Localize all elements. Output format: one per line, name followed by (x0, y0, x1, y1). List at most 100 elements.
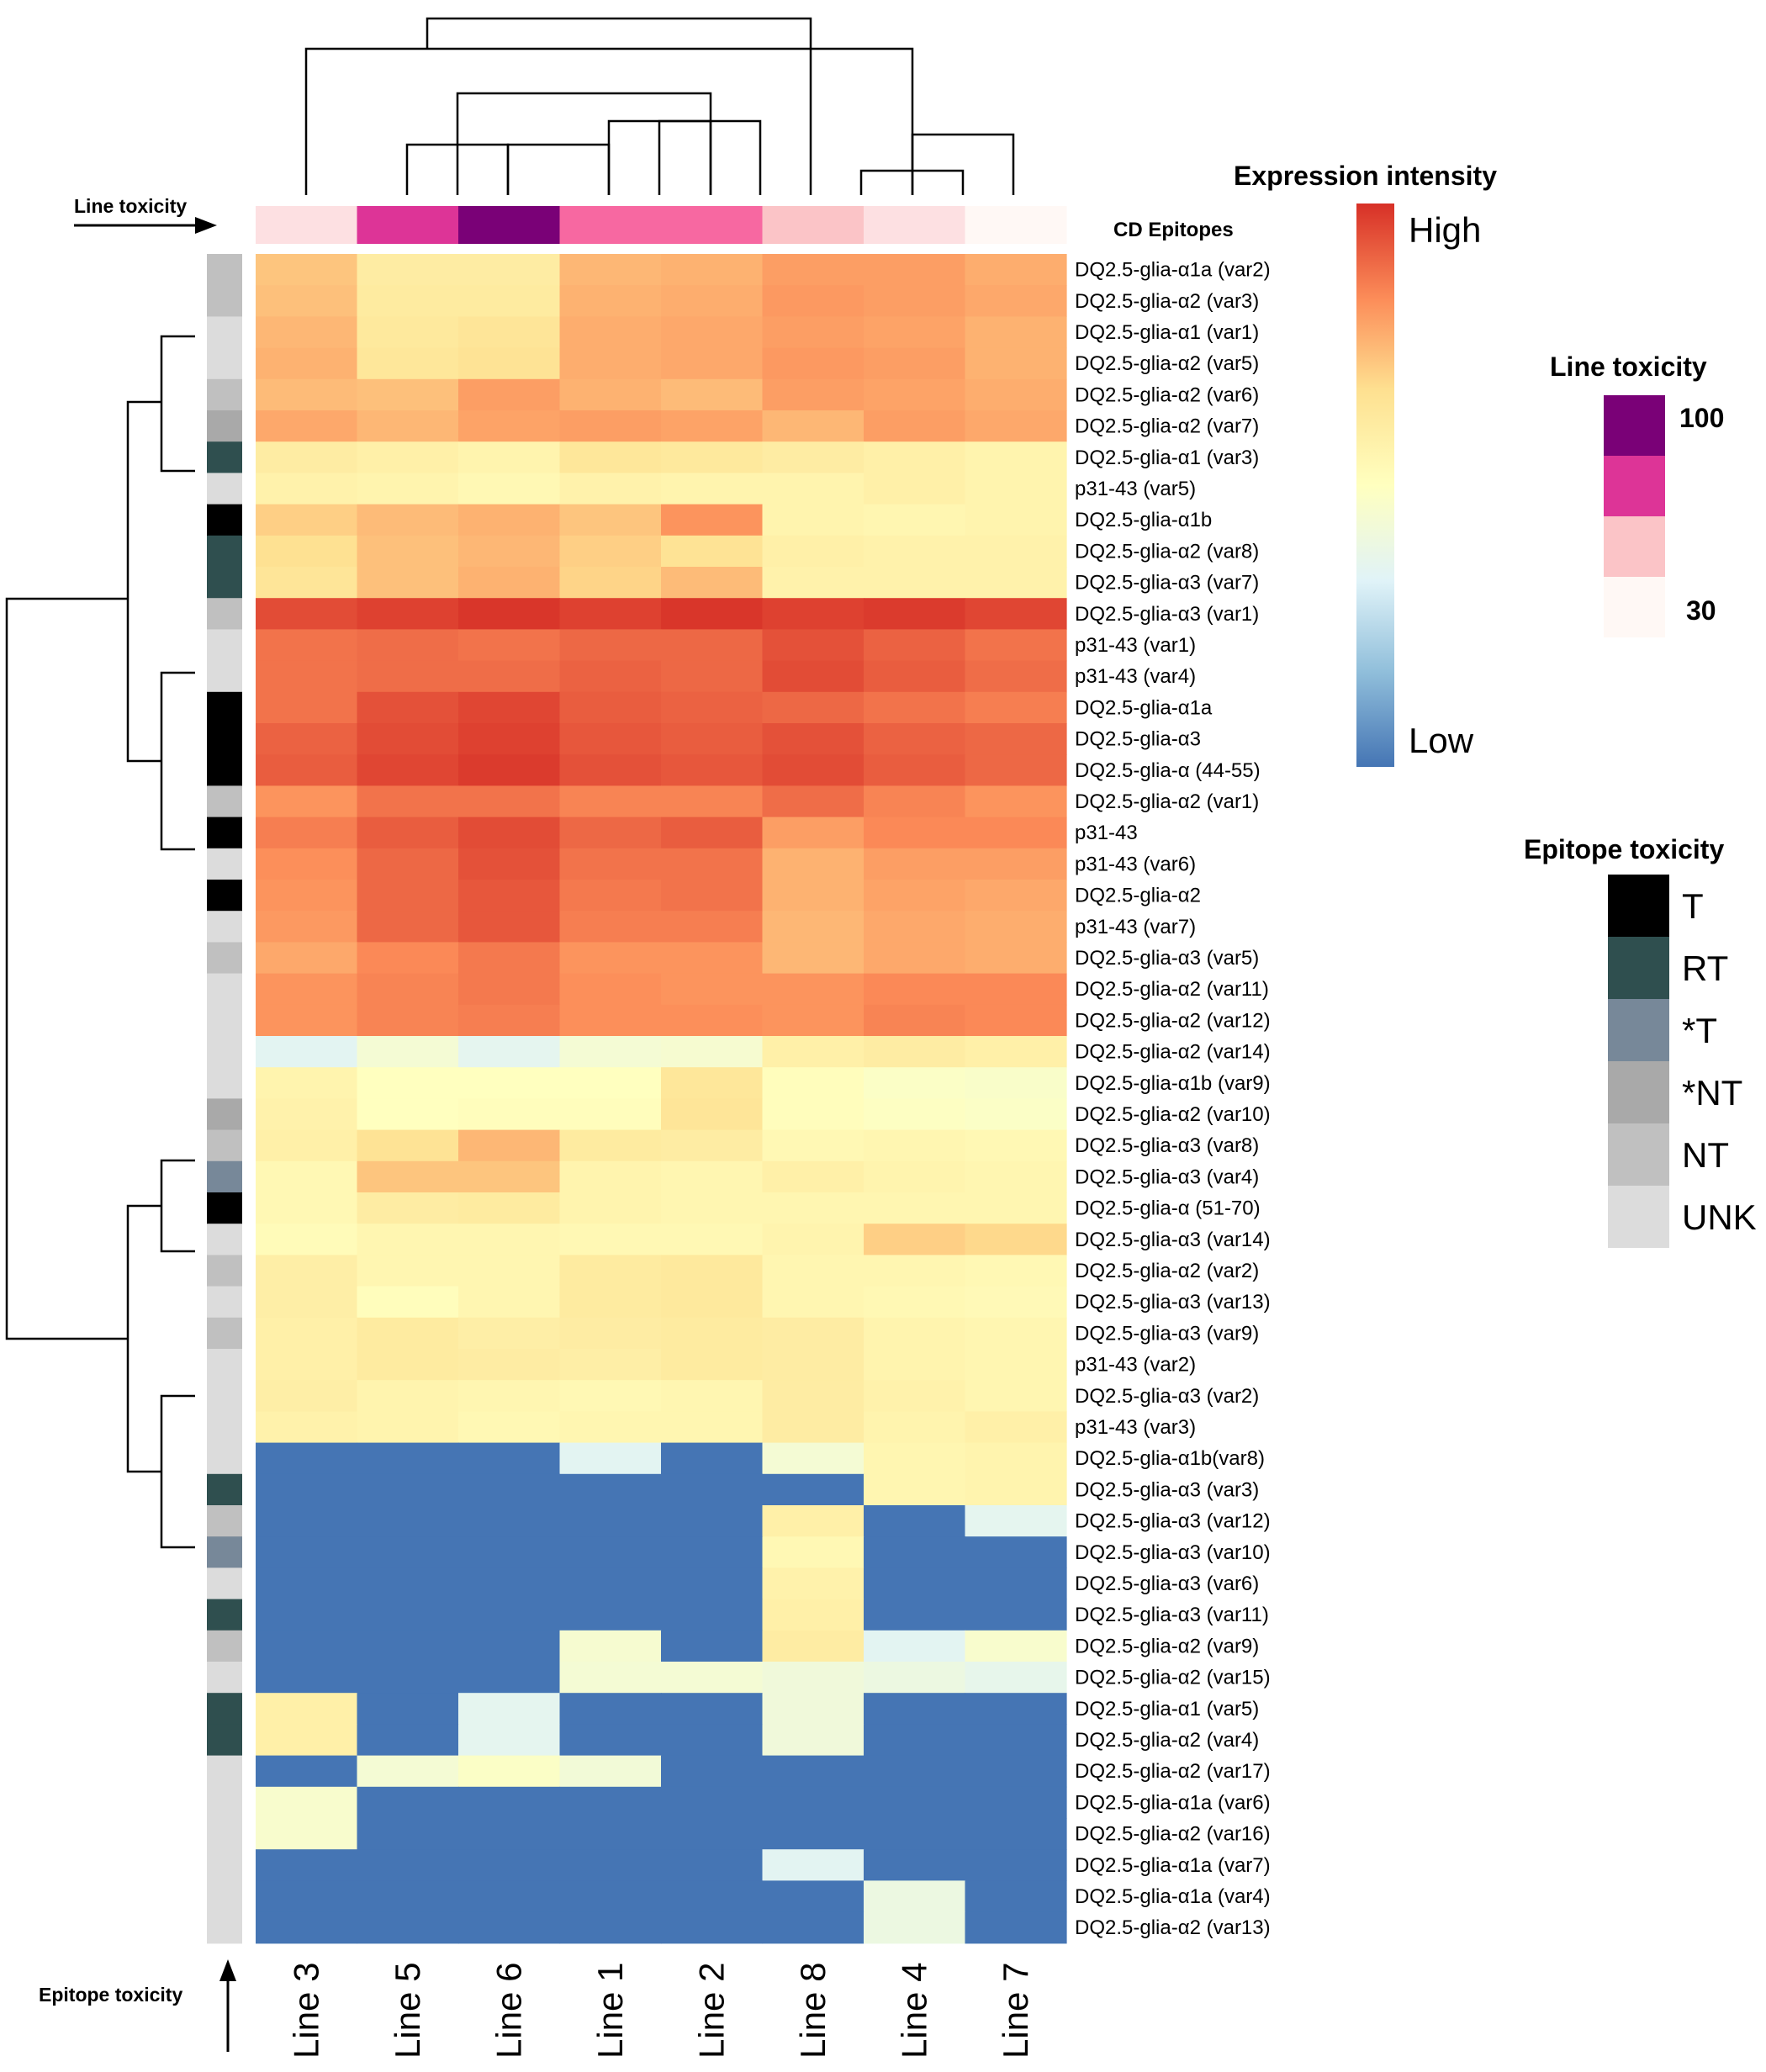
row-label: DQ2.5-glia-α2 (var12) (1075, 1009, 1271, 1032)
heatmap-cell (864, 1473, 966, 1506)
heatmap-cell (357, 567, 459, 599)
row-label: DQ2.5-glia-α3 (var12) (1075, 1510, 1271, 1533)
row-label: DQ2.5-glia-α3 (var14) (1075, 1229, 1271, 1251)
epitope-toxicity-cell (207, 1380, 242, 1412)
heatmap-cell (864, 316, 966, 349)
epitope-toxicity-cell (207, 848, 242, 880)
heatmap-cell (864, 1693, 966, 1725)
heatmap-cell (661, 347, 764, 380)
heatmap-cell (965, 1004, 1067, 1037)
heatmap-cell (661, 1599, 764, 1631)
heatmap-cell (458, 1036, 561, 1068)
heatmap-cell (965, 535, 1067, 568)
row-label: DQ2.5-glia-α3 (var10) (1075, 1541, 1271, 1564)
heatmap-cell (762, 1911, 864, 1944)
heatmap-cell (965, 1286, 1067, 1319)
heatmap-cell (965, 1880, 1067, 1913)
row-label: DQ2.5-glia-α1b (var9) (1075, 1072, 1271, 1095)
heatmap-cell (357, 1880, 459, 1913)
row-label: DQ2.5-glia-α3 (var9) (1075, 1322, 1259, 1345)
heatmap-cell (661, 473, 764, 505)
row-label: DQ2.5-glia-α2 (1075, 885, 1201, 907)
epitope-legend-label: *NT (1682, 1073, 1742, 1113)
heatmap-cell (661, 1505, 764, 1537)
heatmap-cell (256, 254, 358, 286)
heatmap-cell (864, 1067, 966, 1099)
heatmap-cell (256, 660, 358, 693)
epitope-toxicity-cell (207, 1192, 242, 1224)
heatmap-cell (357, 441, 459, 473)
heatmap-cell (762, 1693, 864, 1725)
heatmap-cell (357, 285, 459, 317)
heatmap-cell (762, 880, 864, 912)
heatmap-cell (864, 1160, 966, 1193)
heatmap-cell (965, 1724, 1067, 1757)
row-label: DQ2.5-glia-α1b (1075, 509, 1212, 531)
heatmap-cell (458, 723, 561, 755)
epitope-toxicity-cell (207, 1693, 242, 1725)
epitope-toxicity-cell (207, 378, 242, 411)
heatmap-cell (458, 254, 561, 286)
heatmap-cell (965, 1567, 1067, 1600)
row-label: DQ2.5-glia-α3 (var13) (1075, 1291, 1271, 1314)
heatmap-cell (357, 785, 459, 818)
heatmap-cell (965, 1255, 1067, 1287)
epitope-toxicity-cell (207, 1505, 242, 1537)
epitope-toxicity-cell (207, 1599, 242, 1631)
epitope-toxicity-cell (207, 254, 242, 286)
heatmap-cell (458, 1911, 561, 1944)
row-label: DQ2.5-glia-α3 (var5) (1075, 947, 1259, 970)
heatmap-cell (762, 1286, 864, 1319)
line-toxicity-cell (661, 206, 764, 244)
heatmap-cell (458, 1505, 561, 1537)
heatmap-cell (357, 1473, 459, 1506)
heatmap-cell (559, 1724, 662, 1757)
heatmap-cell (256, 1536, 358, 1568)
heatmap-cell (864, 441, 966, 473)
epitope-legend-label: T (1682, 886, 1704, 926)
heatmap-cell (864, 1911, 966, 1944)
heatmap-cell (559, 504, 662, 536)
heatmap-cell (458, 285, 561, 317)
heatmap-cell (256, 1880, 358, 1913)
row-label: p31-43 (var5) (1075, 478, 1196, 500)
heatmap-cell (965, 473, 1067, 505)
heatmap-cells (256, 254, 1067, 1944)
heatmap-cell (661, 1067, 764, 1099)
heatmap-cell (256, 535, 358, 568)
heatmap-cell (762, 1411, 864, 1444)
heatmap-cell (661, 1724, 764, 1757)
heatmap-cell (965, 754, 1067, 786)
heatmap-cell (256, 1255, 358, 1287)
heatmap-cell (559, 660, 662, 693)
heatmap-cell (661, 1849, 764, 1881)
heatmap-cell (661, 504, 764, 536)
heatmap-cell (762, 1098, 864, 1131)
heatmap-cell (357, 848, 459, 880)
heatmap-cell (458, 1599, 561, 1631)
heatmap-cell (458, 1129, 561, 1162)
epitope-toxicity-cell (207, 1755, 242, 1788)
row-label: p31-43 (var6) (1075, 853, 1196, 875)
column-label: Line 4 (894, 1963, 933, 2059)
row-label: DQ2.5-glia-α3 (var4) (1075, 1166, 1259, 1188)
row-label: DQ2.5-glia-α1 (var1) (1075, 321, 1259, 344)
line-toxicity-cell (864, 206, 966, 244)
heatmap-cell (762, 1067, 864, 1099)
heatmap-cell (357, 1098, 459, 1131)
heatmap-cell (661, 1192, 764, 1224)
row-label: DQ2.5-glia-α3 (var8) (1075, 1134, 1259, 1157)
heatmap-cell (559, 1160, 662, 1193)
heatmap-cell (864, 1380, 966, 1412)
line-toxicity-legend: Line toxicity 100 30 (1550, 352, 1724, 637)
heatmap-cell (762, 1599, 864, 1631)
heatmap-cell (762, 598, 864, 630)
heatmap-cell (559, 1004, 662, 1037)
heatmap-cell (661, 254, 764, 286)
heatmap-cell (458, 347, 561, 380)
heatmap-cell (559, 1693, 662, 1725)
heatmap-cell (661, 567, 764, 599)
heatmap-cell (661, 1004, 764, 1037)
heatmap-cell (661, 598, 764, 630)
